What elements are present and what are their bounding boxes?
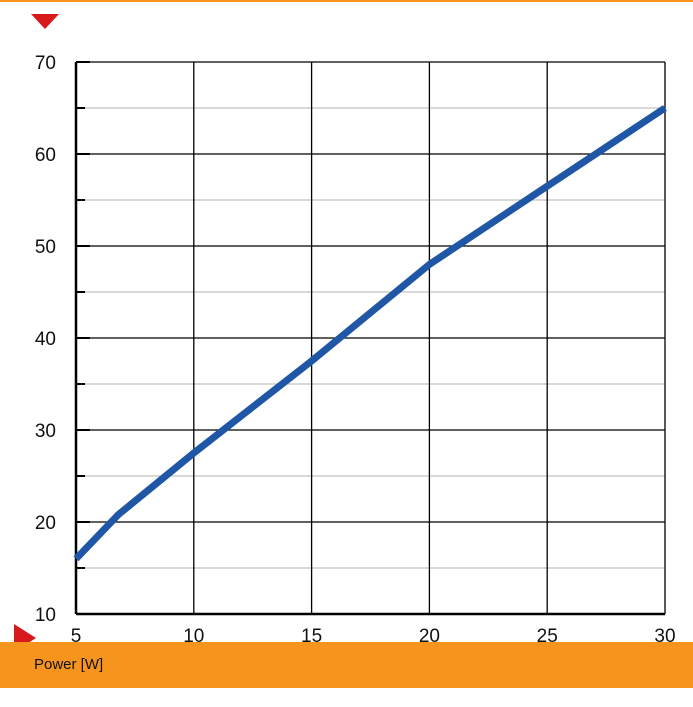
y-tick-label: 40 bbox=[35, 329, 56, 350]
x-tick-label: 10 bbox=[183, 626, 204, 642]
x-tick-label: 5 bbox=[71, 626, 82, 642]
x-axis-marker-icon bbox=[14, 624, 36, 642]
x-tick-label: 30 bbox=[654, 626, 675, 642]
series-group bbox=[73, 105, 667, 562]
y-axis-marker-icon bbox=[31, 14, 59, 29]
x-axis-title: Power [W] bbox=[34, 656, 104, 673]
minor-gridlines bbox=[76, 107, 665, 569]
x-tick-label: 25 bbox=[537, 626, 558, 642]
y-tick-label: 50 bbox=[35, 237, 56, 258]
axes bbox=[74, 61, 665, 616]
y-tick-label: 70 bbox=[35, 53, 56, 74]
power-line-chart: 10 20 30 40 50 60 70 5 10 15 20 25 30 bbox=[14, 14, 676, 642]
top-accent-rule bbox=[0, 0, 693, 2]
tick-labels: 10 20 30 40 50 60 70 5 10 15 20 25 30 bbox=[35, 53, 676, 642]
y-tick-label: 20 bbox=[35, 513, 56, 534]
y-tick-label: 60 bbox=[35, 145, 56, 166]
footer-bar: Power [W] bbox=[0, 642, 693, 688]
x-tick-label: 15 bbox=[301, 626, 322, 642]
major-gridlines bbox=[76, 61, 666, 614]
series-line bbox=[73, 105, 667, 562]
y-tick-label: 30 bbox=[35, 421, 56, 442]
y-tick-label: 10 bbox=[35, 605, 56, 626]
x-tick-label: 20 bbox=[419, 626, 440, 642]
